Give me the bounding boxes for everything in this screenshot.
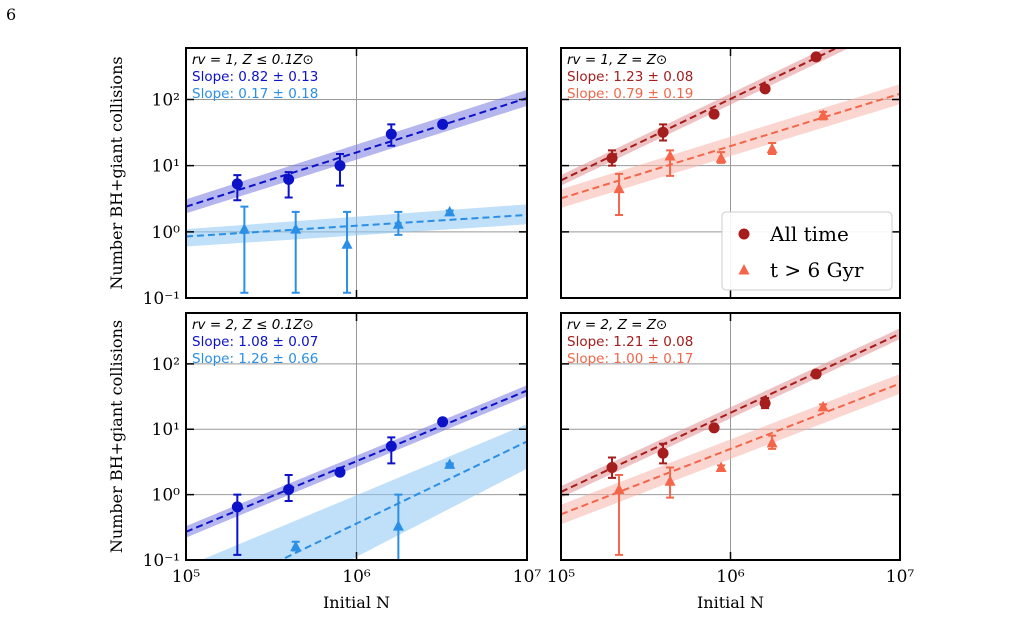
marker [708, 422, 720, 434]
marker [657, 126, 669, 138]
marker [334, 160, 346, 172]
marker [444, 205, 456, 217]
panel-label: rv = 2, Z = Z⊙ [567, 317, 667, 333]
plot-area [561, 313, 900, 560]
fit-line [186, 97, 527, 208]
x-tick-label: 10⁵ [547, 567, 576, 587]
marker [385, 440, 397, 452]
slope-text: Slope: 1.26 ± 0.66 [192, 351, 318, 367]
y-tick-label: 10¹ [152, 420, 180, 440]
plot-area [186, 313, 527, 560]
marker [231, 501, 243, 513]
y-tick-label: 10⁰ [152, 223, 181, 243]
marker [613, 182, 625, 194]
fit-line [561, 48, 839, 182]
marker [231, 178, 243, 190]
fit-band [561, 48, 850, 186]
marker [385, 128, 397, 140]
x-tick-label: 10⁷ [886, 567, 915, 587]
slope-text: Slope: 1.00 ± 0.17 [567, 351, 693, 367]
y-tick-label: 10² [152, 355, 180, 375]
marker [613, 483, 625, 494]
marker [817, 109, 829, 120]
x-tick-label: 10⁶ [342, 567, 371, 587]
marker [766, 436, 778, 448]
marker [437, 118, 449, 130]
slope-text: Slope: 1.08 ± 0.07 [192, 334, 318, 350]
marker [606, 461, 618, 473]
slope-text: Slope: 0.79 ± 0.19 [567, 86, 693, 102]
y-axis-label: Number BH+giant collisions [107, 56, 126, 289]
panel-label: rv = 2, Z ≤ 0.1Z⊙ [192, 317, 314, 333]
marker [759, 397, 771, 409]
marker [759, 83, 771, 95]
x-tick-label: 10⁶ [716, 567, 745, 587]
plot-area [186, 48, 527, 298]
marker [766, 142, 778, 154]
fit-band [201, 424, 527, 560]
marker [334, 466, 346, 478]
marker [444, 458, 456, 469]
slope-text: Slope: 0.17 ± 0.18 [192, 86, 318, 102]
page-number: 6 [6, 5, 16, 24]
x-tick-label: 10⁵ [172, 567, 201, 587]
marker [283, 483, 295, 495]
x-axis-label: Initial N [697, 593, 764, 612]
marker [664, 475, 676, 486]
marker [341, 238, 353, 249]
marker [606, 152, 618, 164]
panel-label: rv = 1, Z ≤ 0.1Z⊙ [192, 52, 314, 68]
fit-line [561, 92, 900, 200]
marker [810, 51, 822, 63]
error-bar [240, 205, 249, 294]
panel: 10⁵ 10⁶ 10⁷ rv = 2, Z = Z⊙Slope: 1.21 ± 0.0… [547, 312, 915, 612]
error-bar [343, 210, 352, 294]
marker [290, 540, 302, 552]
y-tick-label: 10⁻¹ [143, 289, 180, 309]
y-tick-label: 10² [152, 90, 180, 110]
fit-line [278, 440, 527, 560]
marker [817, 400, 829, 412]
marker [715, 152, 727, 163]
x-tick-label: 10⁷ [513, 567, 542, 587]
slope-text: Slope: 1.21 ± 0.08 [567, 334, 693, 350]
error-bar [615, 172, 624, 216]
y-tick-label: 10⁻¹ [143, 551, 180, 571]
marker [708, 108, 720, 120]
legend-box [721, 211, 893, 291]
marker [810, 368, 822, 380]
marker [657, 447, 669, 459]
legend-marker [738, 228, 750, 240]
legend-marker [738, 264, 750, 275]
fit-line [186, 389, 527, 533]
legend-label: t > 6 Gyr [770, 258, 864, 282]
marker [715, 461, 727, 472]
marker [238, 223, 250, 234]
panel: 10⁻¹ 10⁰ 10¹ 10² rv = 1, Z ≤ 0.1Z⊙Slope: 0.8… [107, 47, 528, 309]
slope-text: Slope: 1.23 ± 0.08 [567, 69, 693, 85]
slope-text: Slope: 0.82 ± 0.13 [192, 69, 318, 85]
marker [283, 173, 295, 185]
legend-label: All time [769, 222, 849, 246]
marker [437, 416, 449, 428]
panel-label: rv = 1, Z = Z⊙ [567, 52, 667, 68]
y-tick-label: 10¹ [152, 157, 180, 177]
marker [664, 149, 676, 161]
x-axis-label: Initial N [323, 593, 390, 612]
marker [290, 223, 302, 234]
y-tick-label: 10⁰ [152, 486, 181, 506]
fit-line [561, 332, 900, 493]
marker [392, 218, 404, 229]
y-axis-label: Number BH+giant collisions [107, 320, 126, 553]
marker [392, 520, 404, 531]
